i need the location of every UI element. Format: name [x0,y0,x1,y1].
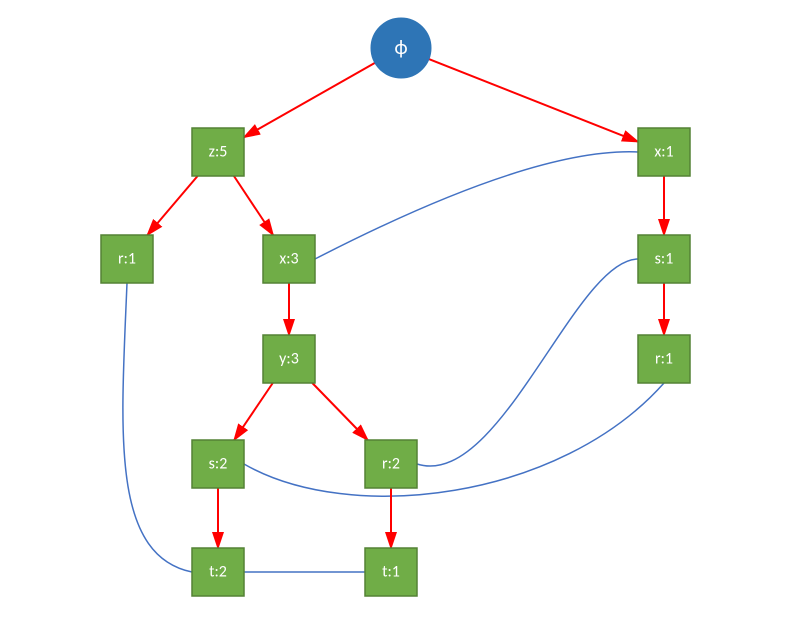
arrow-root-z5 [244,63,375,137]
node-r1b: r:1 [638,335,690,383]
node-label-t2: t:2 [209,563,227,582]
node-r1a: r:1 [101,235,153,283]
node-label-s1: s:1 [655,250,674,269]
node-label-y3: y:3 [279,350,299,369]
node-label-t1: t:1 [382,563,400,582]
node-x1: x:1 [638,128,690,176]
node-s1: s:1 [638,235,690,283]
link-x3-x1 [315,152,638,259]
tree-diagram: ϕ z:5 x:1 r:1 x:3 s:1 y:3 r:1 s:2 r:2 t:2 t:1 [0,0,799,644]
node-r2: r:2 [365,440,417,488]
link-r2-s1 [417,259,638,466]
node-label-r1b: r:1 [655,350,673,369]
arrow-y3-r2 [312,383,367,440]
node-y3: y:3 [263,335,315,383]
node-label-x3: x:3 [279,250,298,269]
arrow-z5-r1a [147,176,197,235]
node-s2: s:2 [192,440,244,488]
root-label: ϕ [394,36,407,60]
node-label-r1a: r:1 [118,250,136,269]
arrow-y3-s2 [234,383,273,440]
node-label-s2: s:2 [209,455,228,474]
node-label-x1: x:1 [654,143,673,162]
node-t2: t:2 [192,548,244,596]
arrow-root-x1 [429,59,638,142]
node-z5: z:5 [192,128,244,176]
arrow-z5-x3 [234,176,273,235]
link-r1a-t2 [123,283,192,572]
node-x3: x:3 [263,235,315,283]
node-label-r2: r:2 [382,455,400,474]
node-label-z5: z:5 [209,143,228,162]
node-t1: t:1 [365,548,417,596]
link-s2-r1b [244,383,664,496]
